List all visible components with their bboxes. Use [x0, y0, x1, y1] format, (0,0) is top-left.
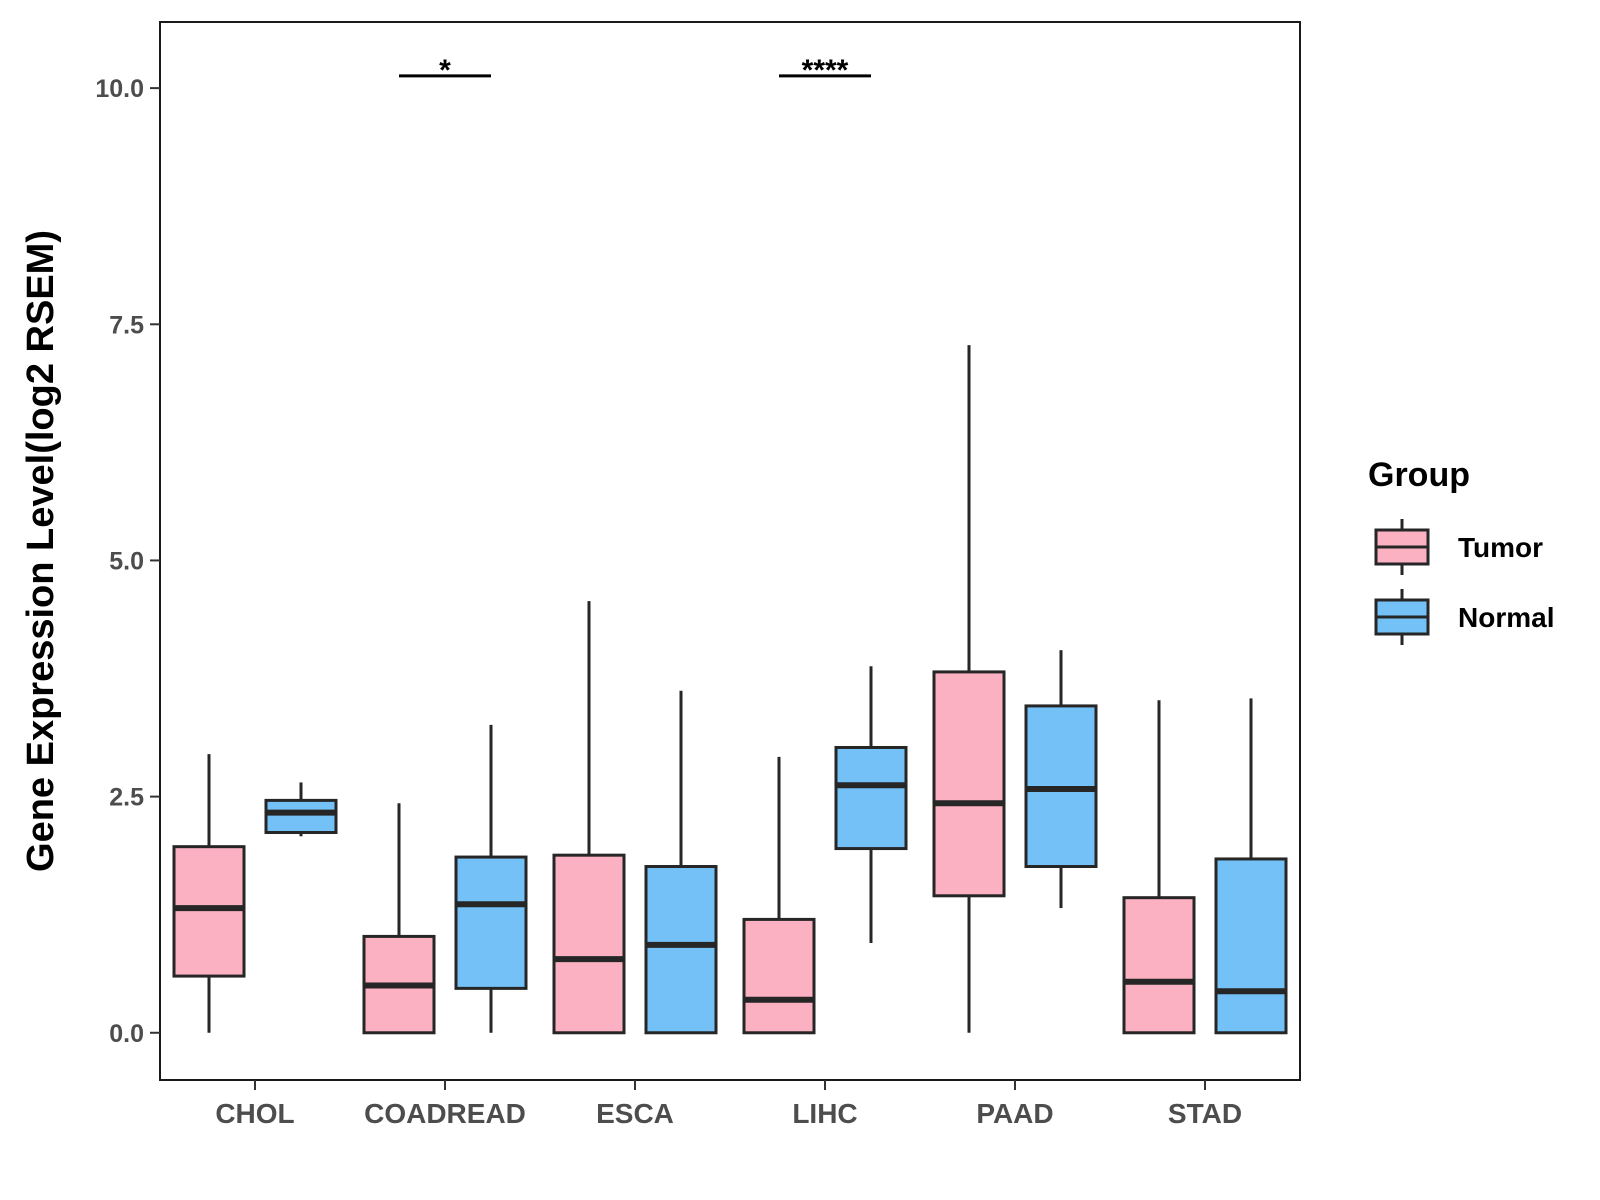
box-normal-coadread	[454, 724, 528, 1033]
box-normal-stad	[1214, 698, 1288, 1035]
box-body	[172, 845, 246, 978]
box-body	[264, 798, 338, 835]
y-tick-label: 0.0	[109, 1020, 144, 1048]
x-tick-label-paad: PAAD	[976, 1098, 1053, 1129]
y-tick-label: 5.0	[109, 547, 144, 575]
box-normal-lihc	[834, 666, 908, 944]
significance-label: ****	[802, 54, 849, 87]
legend-label-tumor: Tumor	[1458, 532, 1543, 563]
box-body	[1122, 896, 1196, 1035]
plot-panel-border	[159, 21, 1301, 1081]
box-tumor-coadread	[362, 803, 436, 1035]
legend-key-tumor	[1374, 519, 1430, 575]
x-tick-label-lihc: LIHC	[792, 1098, 857, 1129]
x-tick-label-chol: CHOL	[215, 1098, 294, 1129]
y-tick-label: 2.5	[109, 784, 144, 812]
legend-key-normal	[1374, 589, 1430, 645]
legend: Group Tumor Normal	[1368, 456, 1554, 645]
boxes-layer	[172, 345, 1288, 1035]
significance-label: *	[439, 54, 451, 87]
box-normal-esca	[644, 690, 718, 1035]
box-tumor-lihc	[742, 756, 816, 1035]
box-body	[552, 853, 626, 1035]
y-tick-label: 7.5	[109, 311, 144, 339]
y-axis-title: Gene Expression Level(log2 RSEM)	[20, 230, 62, 872]
box-body	[932, 670, 1006, 898]
box-tumor-paad	[932, 345, 1006, 1033]
legend-title: Group	[1368, 456, 1470, 494]
box-tumor-chol	[172, 754, 246, 1033]
significance-annotations: * ****	[399, 54, 871, 87]
box-body	[834, 745, 908, 851]
x-tick-label-coadread: COADREAD	[364, 1098, 526, 1129]
box-body	[1214, 857, 1288, 1035]
box-tumor-stad	[1122, 700, 1196, 1035]
significance-lihc: ****	[779, 54, 871, 87]
box-normal-paad	[1024, 650, 1098, 909]
y-axis: 0.0 2.5 5.0 7.5 10.0	[95, 75, 160, 1048]
box-body	[454, 855, 528, 990]
x-tick-label-stad: STAD	[1168, 1098, 1242, 1129]
y-tick-label: 10.0	[95, 75, 144, 103]
significance-coadread: *	[399, 54, 491, 87]
box-body	[742, 917, 816, 1035]
x-tick-label-esca: ESCA	[596, 1098, 674, 1129]
box-tumor-esca	[552, 601, 626, 1035]
box-normal-chol	[264, 782, 338, 837]
legend-label-normal: Normal	[1458, 602, 1554, 633]
x-axis: CHOL COADREAD ESCA LIHC PAAD STAD	[215, 1080, 1242, 1129]
box-body	[644, 865, 718, 1035]
